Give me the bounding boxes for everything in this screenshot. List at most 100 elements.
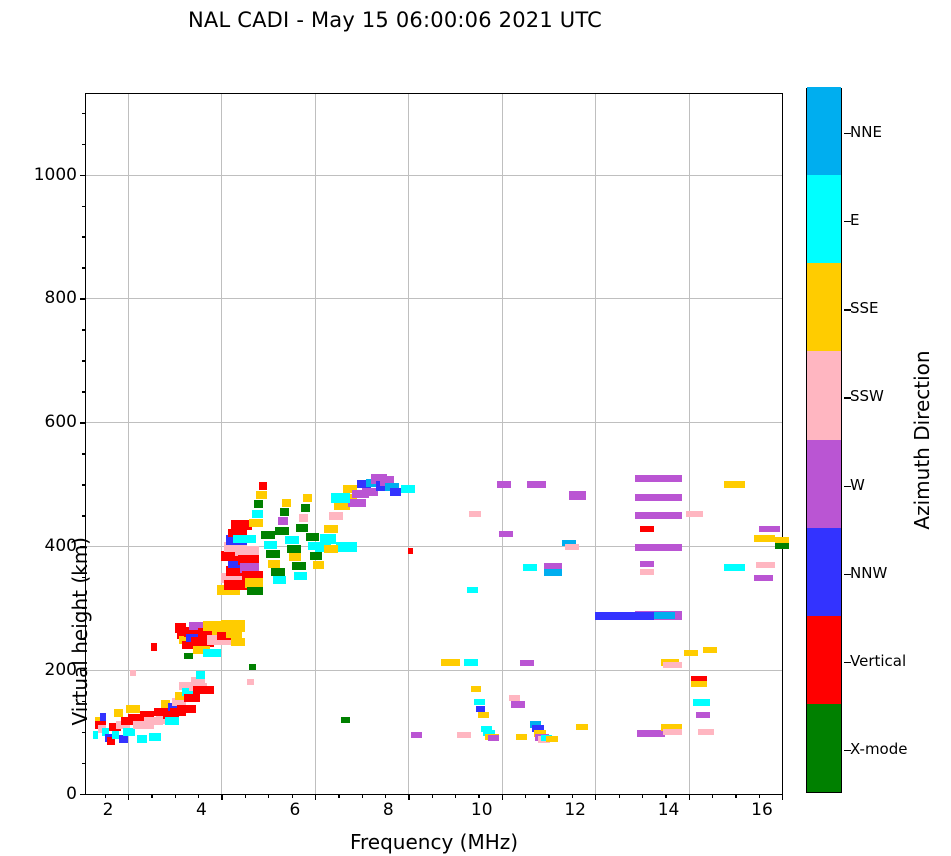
gridline-vertical [501,94,503,794]
echo-mark [639,569,654,576]
echo-mark [130,670,136,677]
echo-mark [265,549,280,558]
echo-mark [312,560,325,569]
y-tick-minor [82,577,86,579]
echo-mark [139,710,154,719]
echo-mark [228,528,248,537]
echo-mark [153,708,171,717]
echo-mark [662,662,682,669]
grid-layer [86,94,782,794]
echo-mark [221,619,245,632]
echo-mark [249,664,257,670]
echo-mark [471,685,481,692]
x-tick-minor [758,794,760,798]
colorbar-segment-sse[interactable] [807,263,841,352]
azimuth-colorbar[interactable] [806,87,851,793]
echo-mark [480,725,493,732]
echo-mark [408,548,413,555]
echo-mark [240,562,259,573]
echo-mark [100,712,106,721]
echo-mark [184,653,194,660]
echo-mark [662,729,682,736]
figure-title: NAL CADI - May 15 06:00:06 2021 UTC [188,8,602,32]
echo-mark [331,492,350,503]
echo-mark [291,562,306,571]
echo-mark [244,578,264,589]
y-tick-minor [82,205,86,207]
echo-mark [634,474,682,482]
colorbar-segment-w[interactable] [807,439,841,528]
colorbar-tick [844,133,851,135]
x-tick-minor [384,794,387,798]
echo-mark [328,512,343,521]
x-tick-label: 12 [564,800,586,820]
echo-mark [282,498,291,507]
echo-mark [457,732,472,739]
echo-mark [256,491,267,500]
echo-mark [753,575,773,582]
y-tick-minor [82,453,86,455]
echo-mark [144,716,164,725]
echo-mark [319,533,336,544]
echo-mark [237,554,259,565]
echo-mark [230,519,252,530]
y-tick-minor [82,608,86,610]
echo-mark [632,612,675,620]
echo-mark [499,530,514,537]
x-tick-minor [198,794,200,798]
y-tick-major [80,794,86,796]
echo-mark [300,503,311,512]
echo-mark [132,720,154,729]
gridline-horizontal [86,422,782,424]
colorbar-segment-vertical[interactable] [807,615,841,704]
colorbar-tick [844,661,851,664]
echo-mark [207,635,234,646]
echo-mark [286,545,301,554]
colorbar-tick [844,309,851,311]
echo-mark [95,720,106,729]
x-tick-minor [548,794,550,798]
echo-mark [226,630,243,639]
x-tick-minor [431,794,433,798]
echo-mark [174,692,187,701]
x-tick-major [595,794,597,800]
y-tick-minor [82,112,86,114]
x-tick-minor [244,794,247,798]
colorbar-segment-nne[interactable] [807,87,841,176]
colorbar-segment-ssw[interactable] [807,351,841,440]
echo-mark [114,709,124,718]
colorbar-segment-e[interactable] [807,175,841,264]
echo-mark [279,508,290,517]
colorbar-segment-x-mode[interactable] [807,703,841,792]
colorbar-label-nne: NNE [850,123,882,142]
echo-mark [756,561,775,568]
echo-mark [478,711,489,718]
echo-mark [639,525,654,532]
echo-mark [508,694,521,701]
echo-mark [702,647,717,654]
x-tick-minor [618,794,620,798]
echo-mark [193,646,210,655]
echo-mark [184,693,201,702]
x-tick-minor [174,794,177,798]
colorbar-label-nnw: NNW [850,563,888,582]
x-tick-label: 14 [657,800,680,820]
echo-mark [191,677,206,686]
echo-mark [293,571,307,580]
colorbar-segment-nnw[interactable] [807,527,841,616]
echo-mark [634,494,682,502]
echo-mark [370,474,388,485]
echo-mark [569,490,586,500]
echo-mark [165,716,180,725]
colorbar-label-vertical: Vertical [850,651,907,670]
echo-mark [758,525,780,532]
echo-mark [263,540,277,549]
echo-mark [520,659,535,666]
echo-mark [483,730,495,737]
ionogram-plot-area[interactable]: 0 200 400 600 800 1000 Virtual height (km) Fr… [34,93,789,854]
x-tick-label: 4 [196,800,207,820]
echo-mark [637,729,666,737]
echo-mark [384,483,399,492]
x-axis-title: Frequency (MHz) [349,830,519,854]
echo-mark [529,721,542,729]
